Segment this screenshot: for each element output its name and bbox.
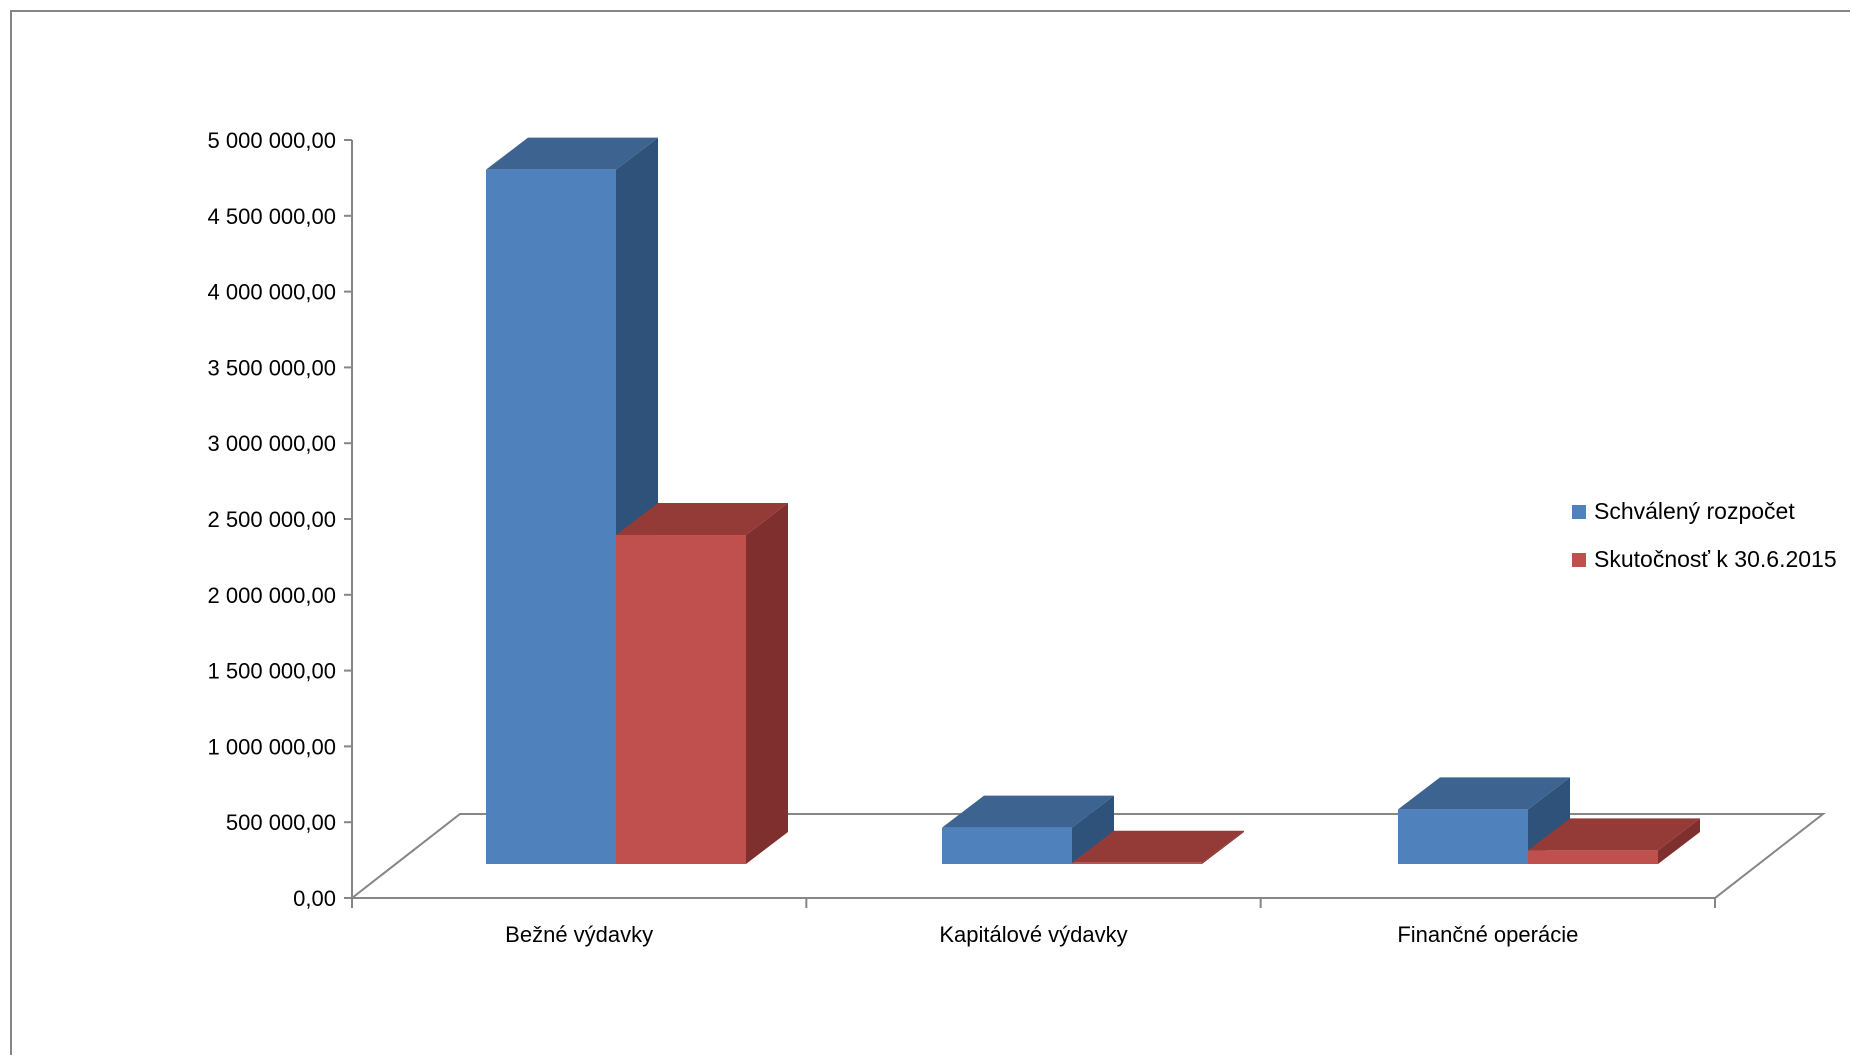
y-tick-label-8: 4 000 000,00	[208, 280, 336, 305]
bar-top-0-1	[616, 503, 788, 536]
y-tick-label-3: 1 500 000,00	[208, 659, 336, 684]
y-tick-label-4: 2 000 000,00	[208, 583, 336, 608]
bar-side-1-1	[1202, 830, 1244, 864]
y-tick-label-0: 0,00	[293, 886, 336, 911]
y-tick-label-2: 1 000 000,00	[208, 734, 336, 759]
y-tick-label-5: 2 500 000,00	[208, 507, 336, 532]
y-tick-label-9: 4 500 000,00	[208, 204, 336, 229]
y-tick-label-1: 500 000,00	[226, 810, 336, 835]
bar-top-0-0	[486, 137, 658, 170]
bar-front-0-1	[616, 535, 746, 864]
bar-side-2-1	[1658, 818, 1700, 864]
bar-front-1-1	[1072, 862, 1202, 864]
y-tick-label-10: 5 000 000,00	[208, 128, 336, 153]
x-tick-label-0: Bežné výdavky	[505, 922, 653, 947]
bar-top-1-1	[1072, 830, 1244, 863]
bar-top-1-0	[942, 795, 1114, 828]
bar-front-1-0	[942, 827, 1072, 864]
bar-top-2-1	[1528, 818, 1700, 851]
bar-side-0-1	[746, 503, 788, 864]
bar-front-2-0	[1398, 809, 1528, 864]
bar-front-0-0	[486, 169, 616, 864]
x-tick-label-1: Kapitálové výdavky	[939, 922, 1127, 947]
bar-side-1-0	[1072, 795, 1114, 864]
legend-label-0: Schválený rozpočet	[1594, 498, 1795, 524]
y-tick-label-6: 3 000 000,00	[208, 431, 336, 456]
legend-swatch-1	[1572, 553, 1586, 567]
x-tick-label-2: Finančné operácie	[1397, 922, 1578, 947]
legend-label-1: Skutočnosť k 30.6.2015	[1594, 546, 1837, 572]
bar-front-2-1	[1528, 850, 1658, 864]
y-tick-label-7: 3 500 000,00	[208, 355, 336, 380]
bar-top-2-0	[1398, 777, 1570, 810]
chart-frame	[10, 10, 1850, 1055]
legend-swatch-0	[1572, 505, 1586, 519]
